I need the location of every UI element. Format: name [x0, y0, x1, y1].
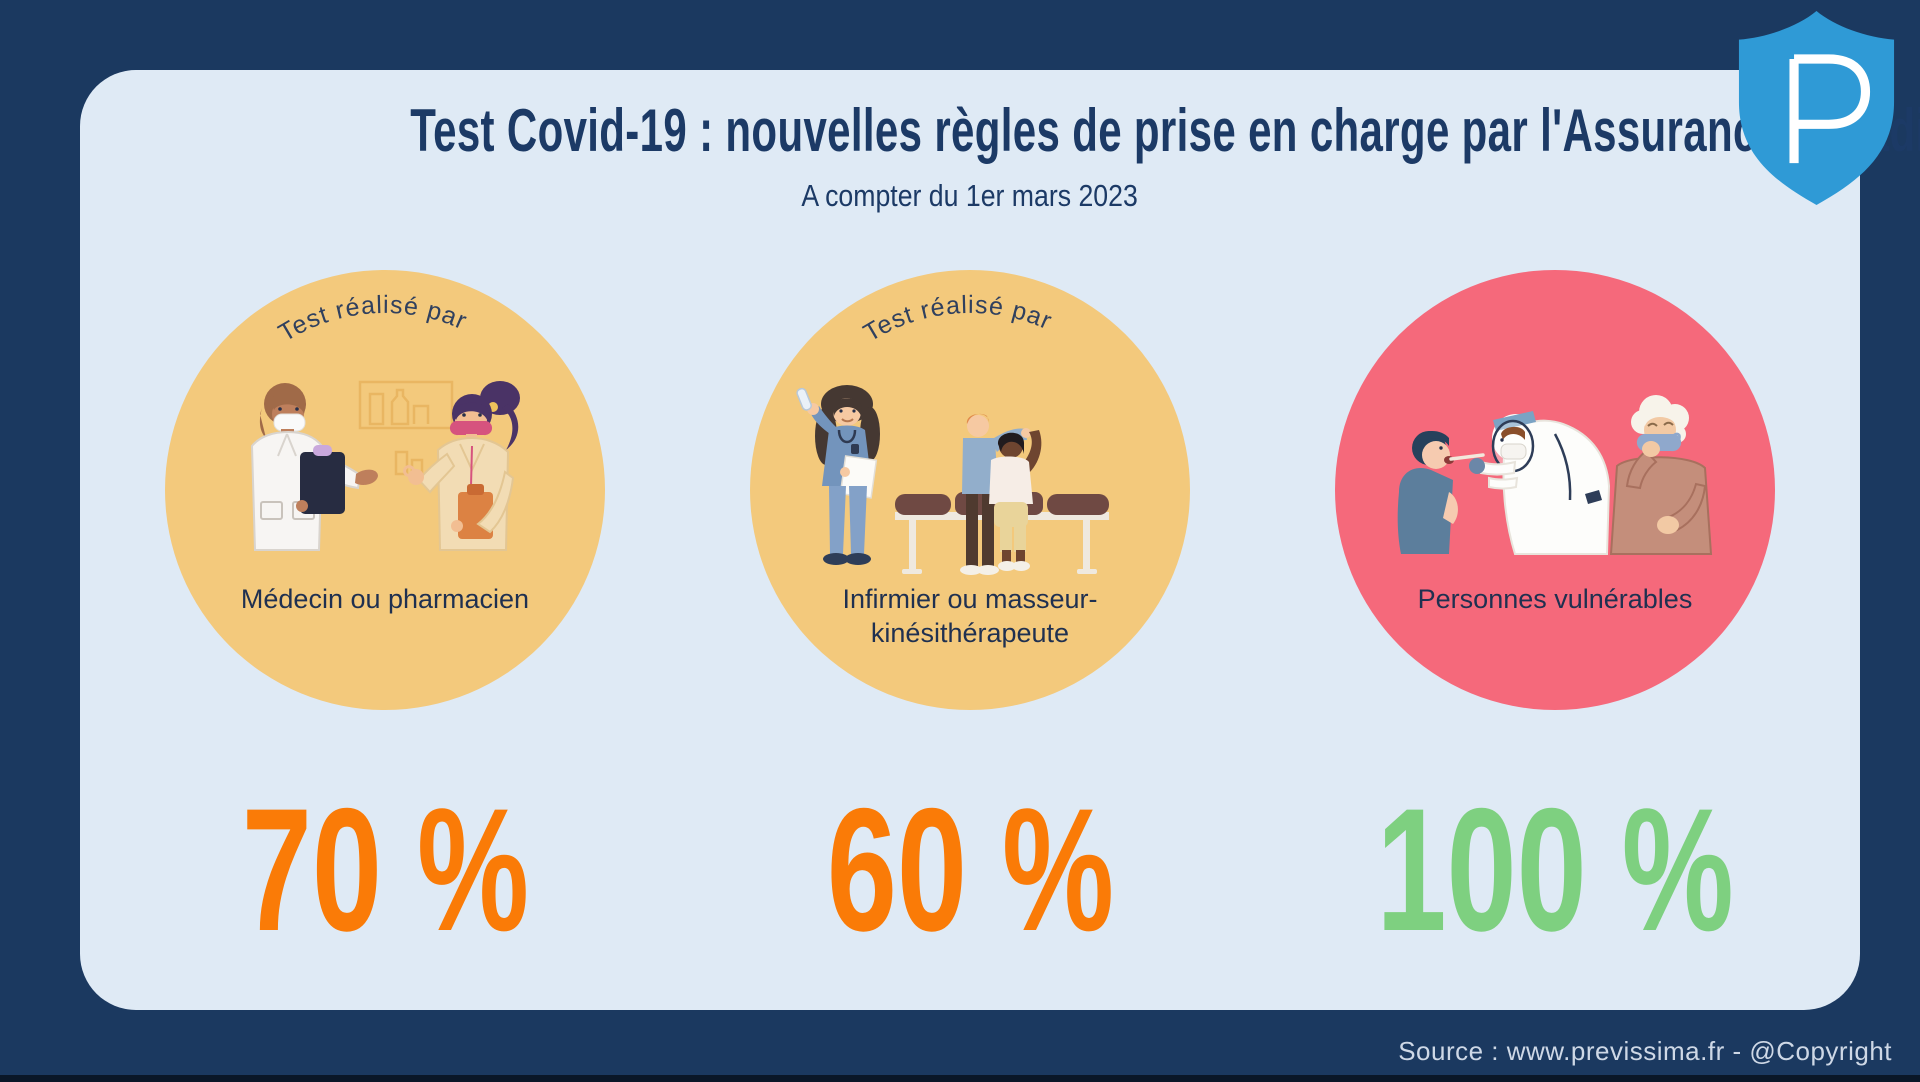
elderly-figure — [1609, 395, 1713, 555]
rate-text: 100 % — [1376, 773, 1734, 968]
curved-badge: Test réalisé par — [859, 291, 1057, 347]
rate-text: 70 % — [241, 773, 529, 968]
curved-badge: Test réalisé par — [274, 291, 472, 347]
circle-label: Infirmier ou masseur-kinésithérapeute — [842, 584, 1098, 648]
nurse-physiotherapist-illustration — [796, 385, 1109, 575]
shield-shape — [1738, 11, 1895, 205]
patient-figure — [989, 430, 1042, 571]
curved-badge-text: Test réalisé par — [859, 291, 1056, 347]
pharmacist-figure — [403, 381, 520, 551]
circle-personnes-vulnerables: Personnes vulnérables — [1335, 270, 1775, 710]
column-infirmier-kine: Test réalisé par — [750, 270, 1190, 968]
page-title-text: Test Covid-19 : nouvelles règles de pris… — [410, 97, 1920, 164]
doctor-pharmacist-illustration — [250, 380, 520, 551]
doctor-figure — [250, 383, 378, 551]
boy-figure — [1397, 431, 1485, 554]
circle-label: Personnes vulnérables — [1417, 584, 1693, 614]
nurse-figure — [796, 385, 880, 565]
infographic-card: Test Covid-19 : nouvelles règles de pris… — [80, 70, 1920, 1010]
circle-label: Médecin ou pharmacien — [240, 584, 530, 614]
svg-text:Test réalisé par: Test réalisé par — [859, 291, 1057, 347]
rate-value: 70 % — [186, 773, 585, 968]
source-credit: Source : www.previssima.fr - @Copyright — [1398, 1036, 1892, 1066]
page-subtitle: A compter du 1er mars 2023 — [80, 178, 1860, 214]
ppe-worker-figure — [1469, 411, 1611, 555]
svg-text:Test réalisé par: Test réalisé par — [274, 291, 472, 347]
previssima-logo-shield-icon — [1738, 11, 1895, 205]
ppe-swab-elderly-illustration — [1397, 395, 1713, 555]
rate-value: 60 % — [771, 773, 1170, 968]
page-subtitle-text: A compter du 1er mars 2023 — [801, 178, 1139, 213]
curved-badge-text: Test réalisé par — [274, 291, 471, 347]
rate-text: 60 % — [826, 773, 1114, 968]
circle-infirmier-kine: Test réalisé par — [750, 270, 1190, 710]
rate-value: 100 % — [1307, 773, 1803, 968]
bottom-edge-strip — [0, 1075, 1920, 1082]
circle-medecin-pharmacien: Test réalisé par — [165, 270, 605, 710]
pharmacy-shelf-outline — [358, 380, 454, 476]
logo-letter-p — [1789, 54, 1871, 164]
physiotherapist-figure — [960, 413, 1031, 575]
page-title: Test Covid-19 : nouvelles règles de pris… — [80, 94, 1920, 168]
column-personnes-vulnerables: Personnes vulnérables 100 % — [1335, 270, 1775, 958]
rate-columns: Test réalisé par — [80, 270, 1860, 968]
column-medecin-pharmacien: Test réalisé par — [165, 270, 605, 968]
